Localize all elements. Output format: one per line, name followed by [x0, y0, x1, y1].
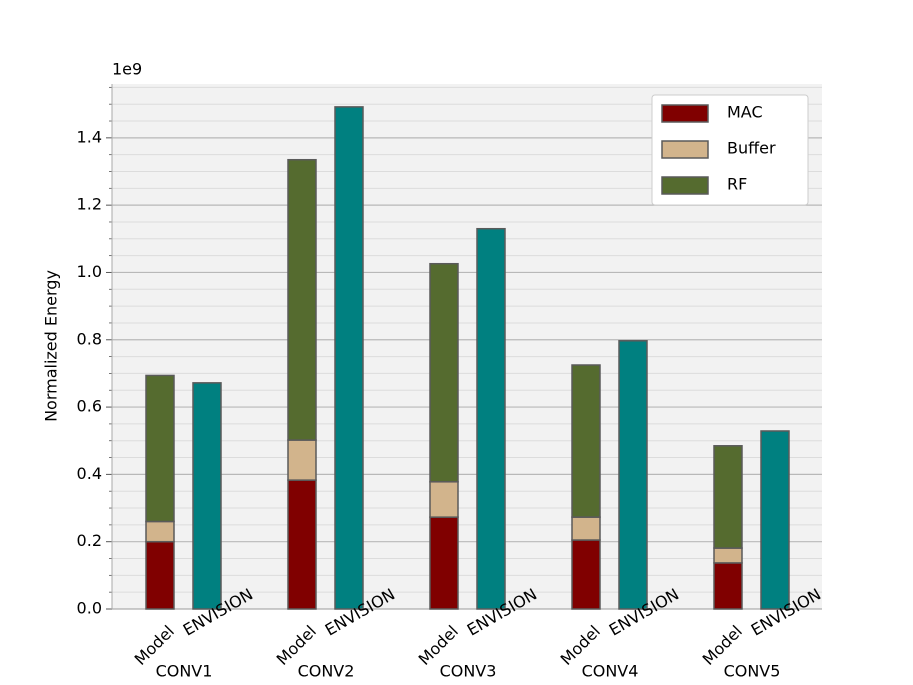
bar-segment: [571, 364, 601, 518]
x-tick-label: CONV5: [724, 662, 781, 681]
bar-segment: [571, 539, 601, 610]
y-tick-label: 1.0: [77, 262, 102, 281]
bar-segment: [713, 562, 743, 610]
bar-segment: [145, 374, 175, 523]
legend-label: RF: [727, 175, 747, 194]
y-tick-label: 0.2: [77, 531, 102, 550]
x-tick-label: CONV1: [156, 662, 213, 681]
comparison-bar: [476, 227, 506, 610]
legend-swatch: [661, 140, 709, 159]
bar-segment: [429, 262, 459, 483]
comparison-bar: [192, 382, 222, 610]
comparison-bar: [760, 430, 790, 610]
bar-segment: [429, 516, 459, 610]
x-tick-label: CONV4: [582, 662, 639, 681]
legend-swatch: [661, 176, 709, 195]
bar-segment: [713, 445, 743, 549]
y-tick-label: 0.8: [77, 329, 102, 348]
bar-segment: [571, 516, 601, 541]
x-tick-label: CONV3: [440, 662, 497, 681]
y-tick-label: 0.0: [77, 599, 102, 618]
x-tick-label: CONV2: [298, 662, 355, 681]
comparison-bar: [334, 106, 364, 610]
bar-segment: [287, 439, 317, 481]
axis-offset-label: 1e9: [112, 60, 142, 79]
bar-segment: [145, 540, 175, 610]
y-axis-label: Normalized Energy: [42, 270, 61, 422]
y-tick-label: 0.4: [77, 464, 102, 483]
bar-segment: [287, 479, 317, 610]
comparison-bar: [618, 340, 648, 610]
legend-swatch: [661, 104, 709, 123]
bar-segment: [713, 547, 743, 564]
bar-segment: [429, 481, 459, 518]
bar-segment: [287, 158, 317, 441]
y-tick-label: 1.2: [77, 195, 102, 214]
y-tick-label: 1.4: [77, 127, 102, 146]
bar-segment: [145, 520, 175, 543]
legend-label: Buffer: [727, 139, 776, 158]
y-tick-label: 0.6: [77, 397, 102, 416]
legend-label: MAC: [727, 103, 763, 122]
